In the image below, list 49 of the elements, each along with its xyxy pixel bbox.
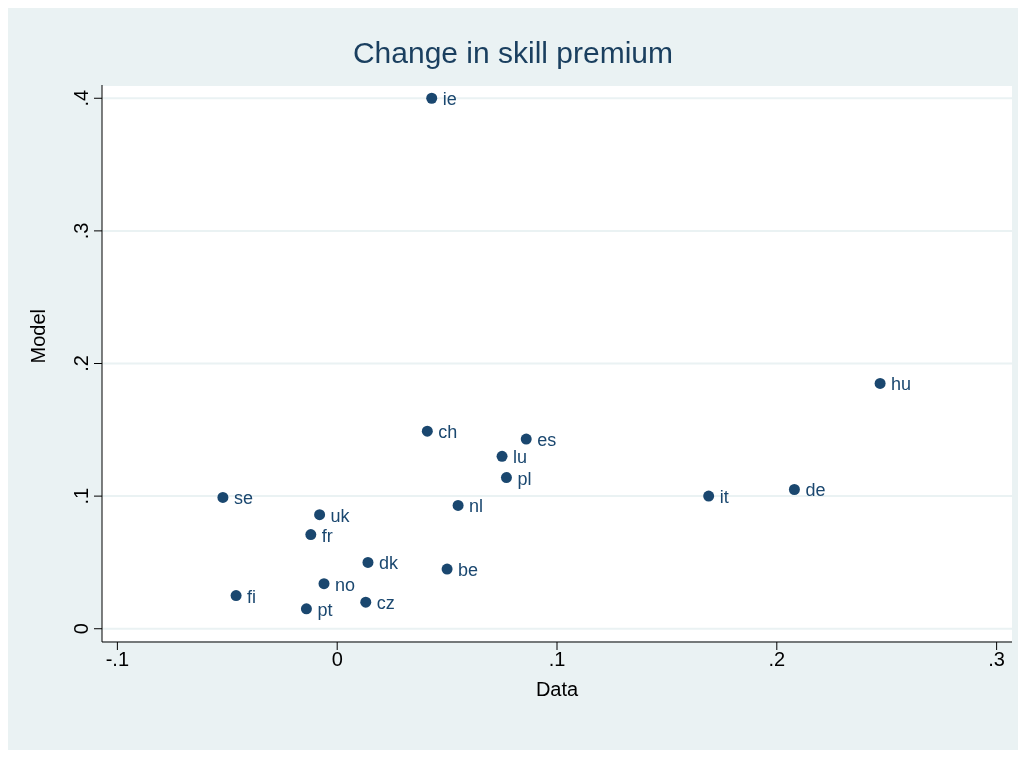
x-tick-label: -.1	[105, 648, 130, 671]
annotation: ie	[442, 89, 457, 110]
annotation: de	[805, 480, 826, 501]
annotation: no	[335, 574, 356, 595]
annotation: it	[719, 487, 729, 508]
point	[788, 484, 800, 495]
annotation: nl	[469, 496, 484, 517]
annotation: uk	[330, 505, 351, 526]
annotation: se	[233, 488, 253, 509]
point	[362, 556, 374, 568]
annotation: hu	[891, 374, 912, 395]
annotation: be	[458, 560, 479, 581]
annotation: fr	[321, 525, 333, 546]
point	[230, 590, 242, 602]
annotation: cz	[376, 593, 395, 614]
annotation: pt	[317, 599, 333, 620]
point	[300, 603, 312, 615]
point	[520, 433, 532, 445]
annotation: ch	[438, 422, 458, 443]
annotation: lu	[513, 447, 528, 468]
annotation: es	[537, 430, 557, 451]
x-tick-label: .2	[768, 648, 786, 671]
y-tick-label: .3	[70, 222, 92, 240]
point	[426, 92, 438, 104]
point	[314, 509, 326, 521]
chart-title: Change in skill premium	[351, 36, 675, 70]
point	[703, 490, 715, 502]
x-axis-title: Data	[535, 678, 579, 700]
point	[500, 472, 512, 484]
point	[441, 563, 453, 575]
x-tick-label: .1	[548, 648, 566, 671]
point	[452, 499, 464, 511]
point	[217, 491, 229, 503]
point	[421, 425, 433, 437]
y-axis-title: Model	[27, 309, 50, 364]
point	[360, 596, 372, 608]
point	[305, 529, 317, 541]
point	[874, 377, 886, 389]
y-tick-label: .2	[70, 355, 92, 372]
annotation: dk	[378, 553, 399, 574]
annotation: pl	[517, 468, 532, 489]
x-tick-label: .3	[988, 648, 1005, 671]
y-tick-label: 0	[70, 623, 92, 635]
annotation: fi	[247, 586, 257, 607]
point	[496, 450, 508, 462]
y-tick-label: .4	[70, 89, 92, 107]
point	[318, 578, 330, 590]
x-tick-label: 0	[331, 648, 343, 671]
y-tick-label: .1	[70, 487, 92, 505]
